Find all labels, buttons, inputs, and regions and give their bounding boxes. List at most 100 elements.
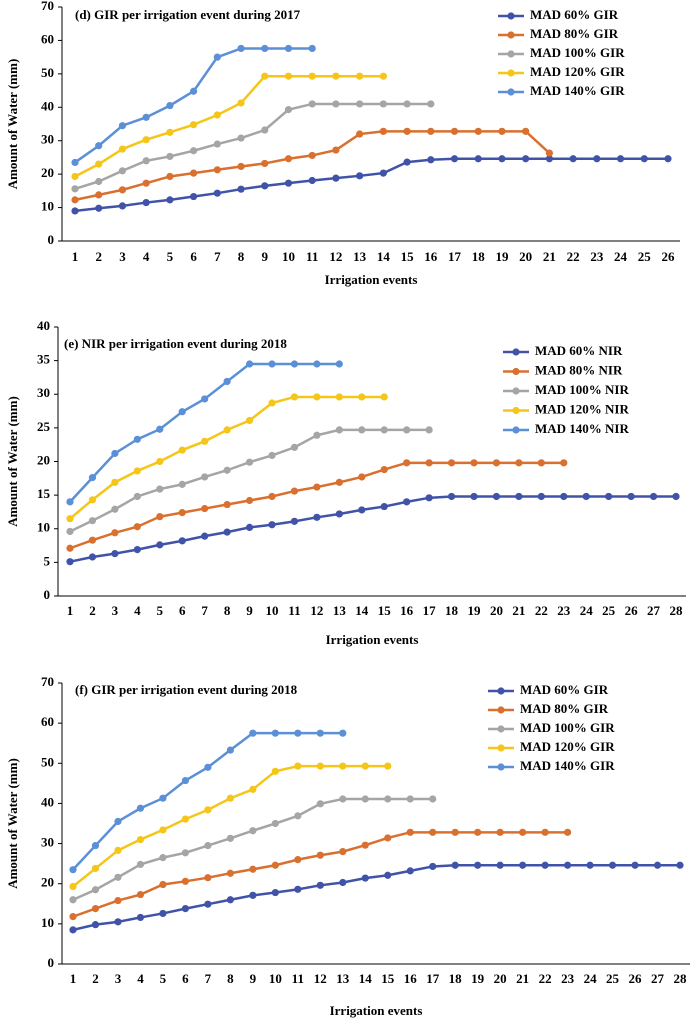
x-tick-label: 16 <box>424 249 438 264</box>
x-tick-label: 14 <box>355 603 369 618</box>
data-point <box>403 100 411 108</box>
data-point <box>190 121 198 129</box>
x-tick-label: 18 <box>449 971 463 986</box>
y-tick-label: 50 <box>41 754 54 769</box>
data-point <box>560 492 568 501</box>
series-line <box>69 395 385 520</box>
data-point <box>159 854 167 862</box>
series-line <box>72 731 343 871</box>
data-point <box>676 861 684 869</box>
x-tick-label: 9 <box>246 603 253 618</box>
series-line <box>74 47 313 164</box>
data-point <box>190 192 198 201</box>
data-point <box>201 532 209 540</box>
data-point <box>316 851 324 859</box>
series-line <box>69 495 676 563</box>
data-point <box>515 492 523 501</box>
data-point <box>261 126 269 134</box>
legend-label: MAD 100% GIR <box>530 45 625 60</box>
data-point <box>290 443 299 451</box>
data-point <box>133 435 141 443</box>
data-point <box>166 128 174 136</box>
data-point <box>249 785 257 793</box>
x-tick-label: 11 <box>292 971 304 986</box>
data-point <box>95 142 103 150</box>
data-point <box>223 426 231 434</box>
x-tick-label: 14 <box>377 249 391 264</box>
x-tick-label: 4 <box>134 603 141 618</box>
x-tick-label: 4 <box>137 971 144 986</box>
data-point <box>95 204 103 212</box>
x-tick-label: 28 <box>670 603 684 618</box>
data-point <box>308 151 316 160</box>
legend-marker <box>507 31 515 39</box>
data-point <box>136 804 145 812</box>
x-tick-label: 7 <box>201 603 208 618</box>
data-point <box>474 828 482 836</box>
data-point <box>213 111 221 119</box>
data-point <box>118 145 127 153</box>
data-point <box>640 155 648 163</box>
x-tick-label: 1 <box>72 249 79 264</box>
data-point <box>223 377 231 386</box>
data-point <box>66 558 74 566</box>
data-point <box>178 537 186 545</box>
legend-label: MAD 100% GIR <box>520 720 615 735</box>
legend-marker <box>507 50 515 58</box>
y-tick-label: 10 <box>41 915 54 930</box>
data-point <box>316 881 324 889</box>
chart-title: (d) GIR per irrigation event during 2017 <box>75 7 301 22</box>
data-point <box>71 196 79 204</box>
x-tick-label: 23 <box>590 249 604 264</box>
data-point <box>537 492 545 501</box>
y-tick-label: 10 <box>37 520 50 535</box>
data-point <box>271 729 279 737</box>
x-tick-label: 20 <box>490 603 503 618</box>
y-tick-label: 30 <box>41 835 54 850</box>
data-point <box>181 905 190 913</box>
data-point <box>608 861 617 869</box>
data-point <box>181 877 190 885</box>
data-point <box>290 517 299 525</box>
y-tick-label: 25 <box>37 419 51 434</box>
data-point <box>204 806 212 814</box>
data-point <box>492 492 501 501</box>
legend-marker <box>512 426 520 434</box>
data-point <box>332 174 340 182</box>
x-tick-label: 3 <box>112 603 119 618</box>
legend-label: MAD 60% GIR <box>520 682 609 697</box>
data-point <box>249 729 257 737</box>
x-tick-label: 20 <box>494 971 507 986</box>
data-point <box>290 393 299 401</box>
data-point <box>156 425 164 433</box>
data-point <box>649 492 658 501</box>
data-point <box>379 127 387 135</box>
data-point <box>425 426 433 434</box>
y-tick-label: 40 <box>37 318 50 333</box>
x-tick-label: 10 <box>266 603 279 618</box>
data-point <box>114 846 122 854</box>
x-tick-label: 14 <box>359 971 373 986</box>
data-point <box>496 861 504 869</box>
legend-marker <box>512 348 520 356</box>
data-point <box>66 544 74 552</box>
x-tick-label: 27 <box>647 603 661 618</box>
x-tick-label: 9 <box>262 249 269 264</box>
x-tick-label: 22 <box>539 971 552 986</box>
data-point <box>136 860 145 869</box>
data-point <box>284 155 293 163</box>
legend-marker <box>497 763 505 771</box>
data-point <box>313 393 321 401</box>
data-point <box>237 134 245 142</box>
data-point <box>190 147 198 155</box>
data-point <box>114 817 122 826</box>
data-point <box>88 474 97 482</box>
data-point <box>627 492 635 501</box>
chart-title: (f) GIR per irrigation event during 2018 <box>75 682 298 697</box>
x-axis-label: Irrigation events <box>330 1003 423 1018</box>
data-point <box>237 162 245 171</box>
data-point <box>69 882 77 891</box>
data-point <box>384 795 392 803</box>
data-point <box>653 861 662 869</box>
